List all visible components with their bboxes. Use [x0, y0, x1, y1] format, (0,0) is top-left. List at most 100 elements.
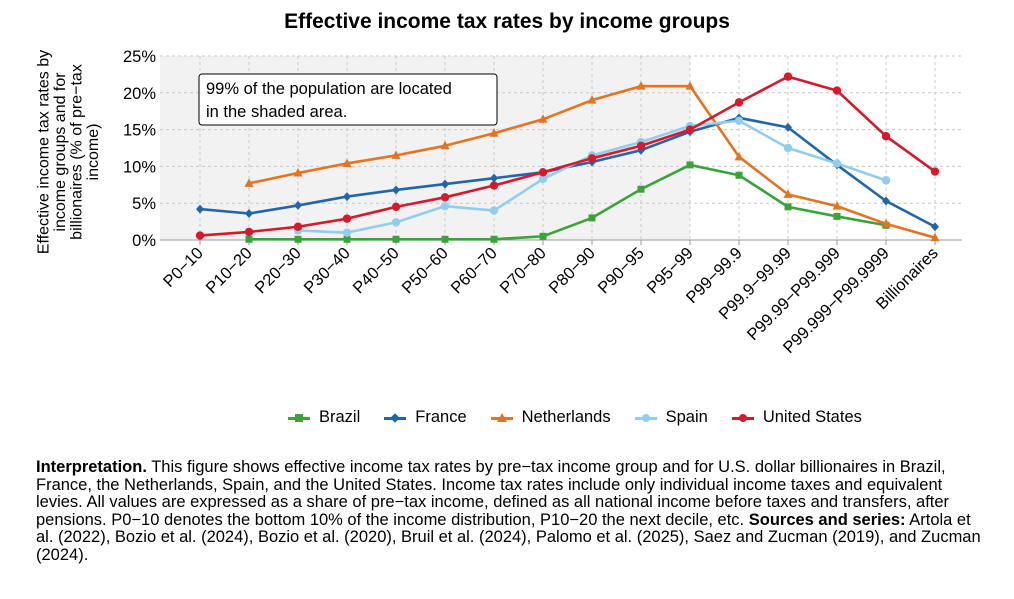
legend-swatch-spain: [634, 411, 657, 425]
data-point-france: [196, 204, 204, 214]
legend-label-spain: Spain: [665, 408, 708, 426]
data-point-spain: [391, 218, 401, 227]
data-point-brazil: [343, 235, 351, 243]
y-tick-label: 15%: [123, 122, 156, 140]
data-point-united-states: [293, 222, 303, 231]
data-point-netherlands: [342, 158, 352, 167]
x-tick-label: P20−30: [252, 244, 305, 297]
annotation-box: [198, 73, 498, 126]
data-point-united-states: [440, 193, 450, 202]
series-line-brazil: [249, 163, 887, 241]
series-line-united-states: [199, 75, 936, 237]
legend-swatch-france: [384, 411, 407, 425]
legend-swatch-netherlands: [490, 411, 513, 425]
data-point-united-states: [195, 231, 205, 240]
data-point-france: [245, 209, 253, 219]
data-point-france: [294, 200, 302, 210]
data-point-united-states: [391, 202, 401, 212]
data-point-netherlands: [489, 128, 499, 137]
y-tick-label: 10%: [123, 158, 156, 176]
y-axis-label-line: Effective income tax rates by: [35, 50, 52, 254]
annotation-text: 99% of the population are located: [206, 80, 452, 98]
x-tick-label: P80−90: [546, 244, 599, 297]
data-point-spain: [734, 116, 744, 125]
x-tick-label: P10−20: [203, 244, 256, 297]
data-point-netherlands: [391, 150, 401, 159]
data-point-france: [441, 179, 449, 189]
data-point-brazil: [637, 185, 645, 193]
data-point-france: [343, 192, 351, 202]
data-point-brazil: [245, 235, 253, 243]
data-point-france: [490, 173, 498, 183]
data-point-spain: [881, 176, 891, 185]
chart-legend: Brazil France Netherlands Spain United State…: [288, 408, 886, 427]
y-tick-label: 5%: [132, 195, 156, 213]
data-point-brazil: [392, 235, 400, 243]
data-point-united-states: [685, 125, 695, 134]
data-point-spain: [440, 201, 450, 211]
data-point-netherlands: [685, 81, 695, 90]
chart-title: Effective income tax rates by income gro…: [284, 10, 730, 33]
legend-item-spain: Spain: [634, 408, 708, 427]
legend-label-france: France: [415, 408, 467, 426]
x-tick-label: P70−80: [497, 244, 550, 297]
legend-item-united-states: United States: [731, 408, 862, 427]
sources-label: Sources and series:: [748, 510, 906, 529]
data-point-united-states: [342, 214, 352, 223]
annotation-text: in the shaded area.: [206, 103, 347, 121]
legend-item-netherlands: Netherlands: [490, 408, 611, 427]
data-point-france: [392, 185, 400, 195]
data-point-netherlands: [783, 189, 793, 198]
data-point-united-states: [489, 181, 499, 190]
x-tick-label: P40−50: [350, 244, 403, 297]
data-point-united-states: [930, 167, 940, 176]
data-point-brazil: [441, 235, 449, 243]
data-point-united-states: [636, 141, 646, 150]
data-point-france: [784, 122, 792, 132]
data-point-netherlands: [293, 168, 303, 177]
x-tick-label: P90−95: [595, 244, 648, 297]
data-point-netherlands: [440, 140, 450, 150]
data-point-brazil: [784, 203, 792, 211]
y-tick-label: 25%: [123, 48, 156, 66]
y-axis-label-line: billionaires (% of pre−tax: [68, 64, 85, 240]
line-chart: 0%5%10%15%20%25%P0−10P10−20P20−30P30−40P…: [35, 48, 962, 357]
data-point-united-states: [587, 154, 597, 163]
data-point-brazil: [539, 232, 547, 240]
legend-label-netherlands: Netherlands: [521, 408, 611, 426]
data-point-netherlands: [538, 114, 548, 123]
data-point-netherlands: [587, 95, 597, 104]
data-point-spain: [832, 159, 842, 168]
data-point-brazil: [490, 235, 498, 243]
data-point-brazil: [588, 214, 596, 222]
legend-item-france: France: [384, 408, 467, 427]
legend-swatch-united-states: [731, 411, 754, 425]
data-point-netherlands: [636, 81, 646, 90]
series-netherlands: [244, 81, 940, 242]
data-point-united-states: [538, 168, 548, 177]
data-point-netherlands: [244, 178, 254, 187]
data-point-brazil: [735, 171, 743, 179]
data-point-netherlands: [832, 201, 842, 210]
legend-label-brazil: Brazil: [319, 408, 361, 426]
data-point-france: [931, 222, 939, 232]
legend-label-united-states: United States: [762, 408, 862, 426]
data-point-united-states: [244, 227, 254, 237]
y-tick-label: 0%: [132, 232, 156, 250]
y-axis-label-line: income): [85, 124, 102, 181]
data-point-brazil: [686, 161, 694, 169]
x-tick-label: P50−60: [399, 244, 452, 297]
data-point-united-states: [881, 132, 891, 141]
interpretation-text: This figure shows effective income tax r…: [36, 458, 950, 529]
data-point-spain: [783, 143, 793, 153]
data-point-france: [882, 196, 890, 206]
data-point-spain: [489, 206, 499, 215]
figure-caption: Interpretation. This figure shows effect…: [36, 458, 986, 564]
interpretation-label: Interpretation.: [36, 458, 147, 476]
data-point-brazil: [833, 212, 841, 220]
sources-text: Artola et al. (2022), Bozio et al. (2024…: [36, 510, 981, 564]
data-point-united-states: [832, 86, 842, 95]
data-point-spain: [342, 228, 352, 237]
x-tick-label: P30−40: [301, 244, 354, 297]
data-point-united-states: [734, 98, 744, 107]
